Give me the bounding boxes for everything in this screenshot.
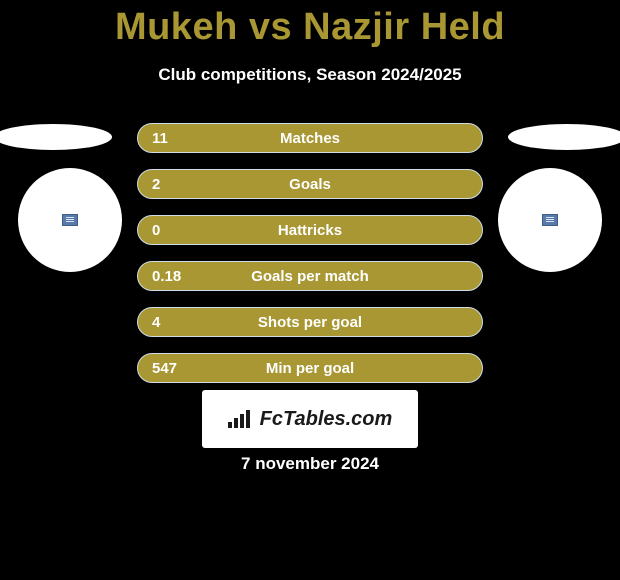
- image-placeholder-icon: [542, 214, 558, 226]
- comparison-date: 7 november 2024: [0, 454, 620, 474]
- stat-label: Shots per goal: [138, 314, 482, 331]
- comparison-subtitle: Club competitions, Season 2024/2025: [0, 65, 620, 85]
- branding-badge: FcTables.com: [202, 390, 418, 448]
- stats-list: 11 Matches 2 Goals 0 Hattricks 0.18 Goal…: [137, 123, 483, 383]
- stat-row: 11 Matches: [137, 123, 483, 153]
- stat-label: Goals per match: [138, 268, 482, 285]
- stat-row: 0.18 Goals per match: [137, 261, 483, 291]
- player-left-avatar-circle: [18, 168, 122, 272]
- branding-text: FcTables.com: [260, 408, 393, 431]
- stat-label: Matches: [138, 130, 482, 147]
- player-right-avatar-circle: [498, 168, 602, 272]
- comparison-title: Mukeh vs Nazjir Held: [0, 0, 620, 49]
- stat-row: 547 Min per goal: [137, 353, 483, 383]
- accent-ellipse-right: [508, 124, 620, 150]
- image-placeholder-icon: [62, 214, 78, 226]
- stat-label: Goals: [138, 176, 482, 193]
- stat-label: Hattricks: [138, 222, 482, 239]
- stat-row: 0 Hattricks: [137, 215, 483, 245]
- bar-chart-icon: [228, 410, 254, 428]
- stat-label: Min per goal: [138, 360, 482, 377]
- stat-row: 4 Shots per goal: [137, 307, 483, 337]
- accent-ellipse-left: [0, 124, 112, 150]
- stat-row: 2 Goals: [137, 169, 483, 199]
